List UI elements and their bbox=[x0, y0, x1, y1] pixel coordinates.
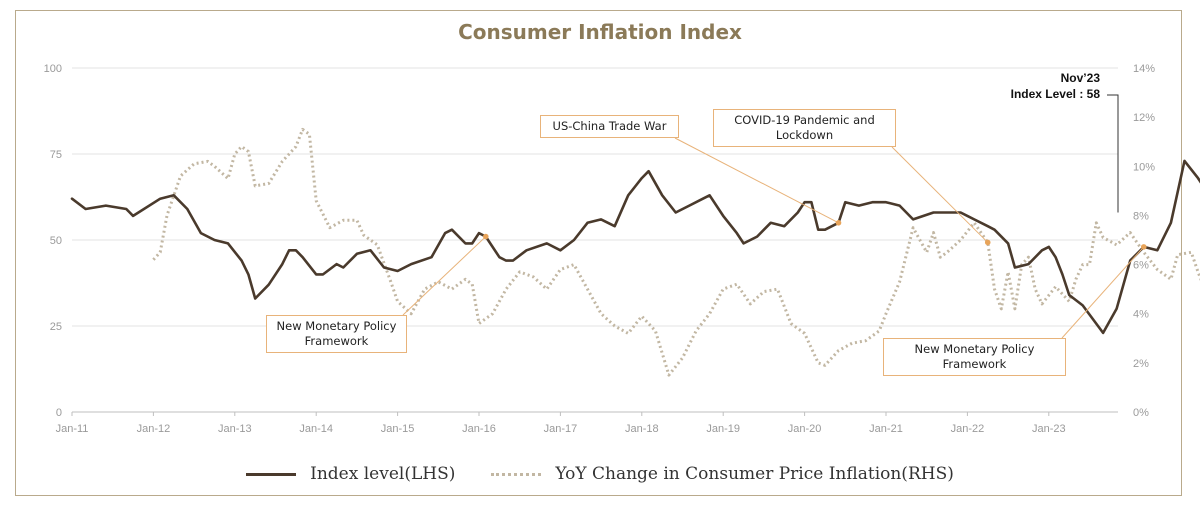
legend: Index level(LHS) YoY Change in Consumer … bbox=[0, 464, 1200, 484]
x-tick-label: Jan-14 bbox=[299, 423, 333, 435]
left-tick-label: 0 bbox=[56, 407, 62, 419]
annotation-leader bbox=[674, 137, 839, 224]
legend-item-index[interactable]: Index level(LHS) bbox=[246, 464, 455, 484]
series-group bbox=[70, 127, 1200, 377]
end-label-value: Index Level : 58 bbox=[1010, 87, 1100, 101]
x-tick-label: Jan-12 bbox=[137, 423, 171, 435]
x-tick-label: Jan-20 bbox=[788, 423, 822, 435]
x-tick-label: Jan-21 bbox=[869, 423, 903, 435]
end-label-leader bbox=[1107, 94, 1119, 213]
right-tick-label: 2% bbox=[1133, 358, 1149, 370]
end-label: Nov’23 Index Level : 58 bbox=[980, 70, 1100, 102]
end-label-date: Nov’23 bbox=[1060, 71, 1100, 85]
left-tick-label: 50 bbox=[50, 235, 62, 247]
x-tick-label: Jan-13 bbox=[218, 423, 252, 435]
gridlines bbox=[72, 67, 1118, 413]
left-tick-label: 25 bbox=[50, 321, 62, 333]
x-tick-label: Jan-23 bbox=[1032, 423, 1066, 435]
right-tick-label: 10% bbox=[1133, 161, 1155, 173]
right-tick-label: 14% bbox=[1133, 63, 1155, 75]
x-tick-label: Jan-17 bbox=[544, 423, 578, 435]
annotation-markers bbox=[402, 94, 1147, 339]
axis-ticks: 0 25 50 75 100 0% 2% 4% 6% 8% 10% 12% 14% Jan-11 Jan-1… bbox=[44, 63, 1156, 435]
series-inflation-line bbox=[152, 127, 1200, 377]
annotation-leader bbox=[891, 146, 989, 243]
legend-label-index: Index level(LHS) bbox=[310, 464, 456, 484]
right-tick-label: 12% bbox=[1133, 112, 1155, 124]
x-tick-label: Jan-18 bbox=[625, 423, 659, 435]
x-tick-label: Jan-15 bbox=[381, 423, 415, 435]
legend-swatch-dotted bbox=[491, 472, 542, 476]
chart-frame bbox=[15, 10, 1182, 496]
annotation-us-china-trade-war: US-China Trade War bbox=[540, 115, 679, 138]
legend-swatch-solid bbox=[246, 472, 297, 476]
x-tick-label: Jan-19 bbox=[706, 423, 740, 435]
annotation-marker bbox=[482, 233, 489, 240]
annotation-new-monetary-policy-2: New Monetary Policy Framework bbox=[883, 338, 1066, 376]
annotation-leader bbox=[1061, 246, 1145, 339]
legend-item-inflation[interactable]: YoY Change in Consumer Price Inflation(R… bbox=[491, 464, 954, 484]
legend-label-inflation: YoY Change in Consumer Price Inflation(R… bbox=[555, 464, 954, 484]
right-tick-label: 8% bbox=[1133, 210, 1149, 222]
right-tick-label: 6% bbox=[1133, 260, 1149, 272]
annotation-new-monetary-policy-1: New Monetary Policy Framework bbox=[266, 315, 407, 353]
right-tick-label: 4% bbox=[1133, 309, 1149, 321]
right-tick-label: 0% bbox=[1133, 407, 1149, 419]
annotation-covid-lockdown: COVID-19 Pandemic and Lockdown bbox=[713, 109, 896, 147]
left-tick-label: 75 bbox=[50, 149, 62, 161]
x-tick-label: Jan-16 bbox=[462, 423, 496, 435]
annotation-marker bbox=[1140, 244, 1147, 250]
series-index-line bbox=[70, 159, 1200, 335]
annotation-leader bbox=[402, 236, 487, 316]
x-tick-label: Jan-11 bbox=[56, 423, 89, 435]
left-tick-label: 100 bbox=[44, 63, 62, 75]
annotation-marker bbox=[835, 220, 842, 226]
x-tick-label: Jan-22 bbox=[951, 423, 985, 435]
annotation-marker bbox=[984, 239, 991, 246]
chart-title: Consumer Inflation Index bbox=[458, 20, 742, 44]
